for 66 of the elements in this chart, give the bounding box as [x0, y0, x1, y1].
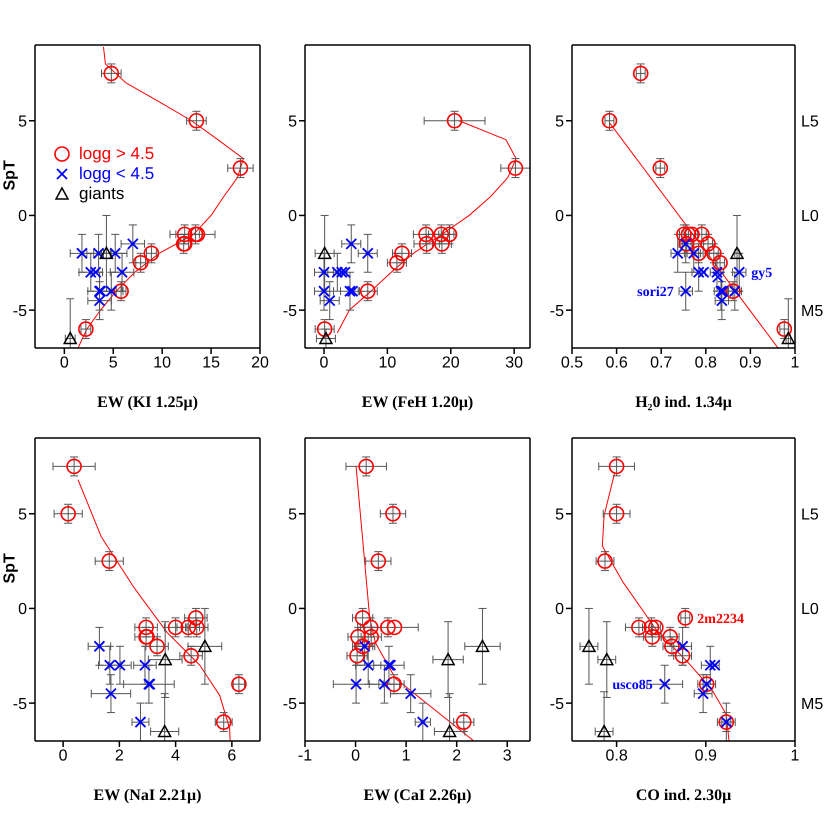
annotation: gy5: [751, 266, 772, 282]
y-tick-label: 5: [18, 506, 28, 524]
x-tick-label: 3: [502, 747, 512, 764]
x-tick-label: 0.8: [694, 354, 718, 372]
y-axis-title: SpT: [2, 553, 19, 584]
y-tick-label: 0: [18, 208, 28, 226]
x-tick-label: 2: [114, 747, 124, 764]
text: L0: [801, 208, 819, 226]
x-tick-label: 1: [402, 747, 411, 764]
x-tick-label: 0.9: [694, 747, 718, 764]
x-tick-label: 5: [108, 354, 118, 372]
x-axis-title: H₂0 ind. 1.34μ: [635, 394, 732, 411]
y-tick-label: 0: [18, 601, 28, 618]
x-tick-label: 4: [171, 747, 180, 764]
x-tick-label: 10: [378, 354, 396, 372]
x-tick-label: 0.9: [739, 354, 762, 372]
y-tick-label: -5: [550, 696, 564, 713]
y-tick-label: 0: [288, 208, 298, 226]
y-tick-label: -5: [12, 696, 28, 713]
x-tick-label: 0: [320, 354, 329, 372]
y-tick-label: 5: [555, 506, 564, 524]
x-axis-title: EW (KI 1.25μ): [97, 394, 198, 411]
text: M5: [801, 302, 824, 320]
x-tick-label: 0: [60, 354, 69, 372]
annotation: 2m2234: [697, 612, 744, 627]
x-axis-title: CO ind. 2.30μ: [636, 787, 732, 804]
y-tick-label: -5: [282, 696, 298, 713]
legend-label: logg < 4.5: [79, 164, 154, 184]
text: L5: [801, 506, 819, 524]
x-tick-label: 0.5: [560, 354, 584, 372]
x-tick-label: 0: [58, 747, 68, 764]
x-tick-label: 15: [202, 354, 220, 372]
y-tick-label: -5: [282, 302, 298, 320]
y-tick-label: 0: [555, 601, 564, 618]
x-tick-label: 0.6: [605, 354, 628, 372]
x-tick-label: 0.8: [605, 747, 628, 764]
x-tick-label: 2: [452, 747, 462, 764]
text: M5: [801, 696, 824, 713]
x-tick-label: 30: [505, 354, 524, 372]
legend-label: giants: [79, 184, 124, 204]
text: L0: [801, 601, 819, 618]
x-tick-label: 10: [153, 354, 172, 372]
y-tick-label: -5: [550, 302, 564, 320]
x-tick-label: 1: [790, 354, 800, 372]
legend-label: logg > 4.5: [79, 144, 154, 164]
x-tick-label: -1: [298, 747, 312, 764]
x-tick-label: 0: [351, 747, 360, 764]
x-tick-label: 20: [442, 354, 460, 372]
y-tick-label: 5: [555, 113, 564, 130]
y-tick-label: 5: [288, 506, 298, 524]
y-axis-title: SpT: [2, 160, 19, 190]
x-axis-title: EW (NaI 2.21μ): [94, 787, 202, 804]
x-axis-title: EW (CaI 2.26μ): [364, 787, 472, 804]
y-tick-label: 5: [18, 113, 28, 130]
y-tick-label: 0: [288, 601, 298, 618]
x-tick-label: 0.7: [650, 354, 672, 372]
x-tick-label: 1: [790, 747, 800, 764]
annotation: sori27: [637, 285, 674, 300]
x-tick-label: 20: [251, 354, 269, 372]
text: L5: [801, 113, 819, 130]
y-tick-label: -5: [12, 302, 28, 320]
x-axis-title: EW (FeH 1.20μ): [362, 394, 474, 411]
y-tick-label: 5: [288, 113, 298, 130]
x-tick-label: 6: [227, 747, 236, 764]
y-tick-label: 0: [555, 208, 564, 226]
annotation: usco85: [612, 678, 653, 694]
